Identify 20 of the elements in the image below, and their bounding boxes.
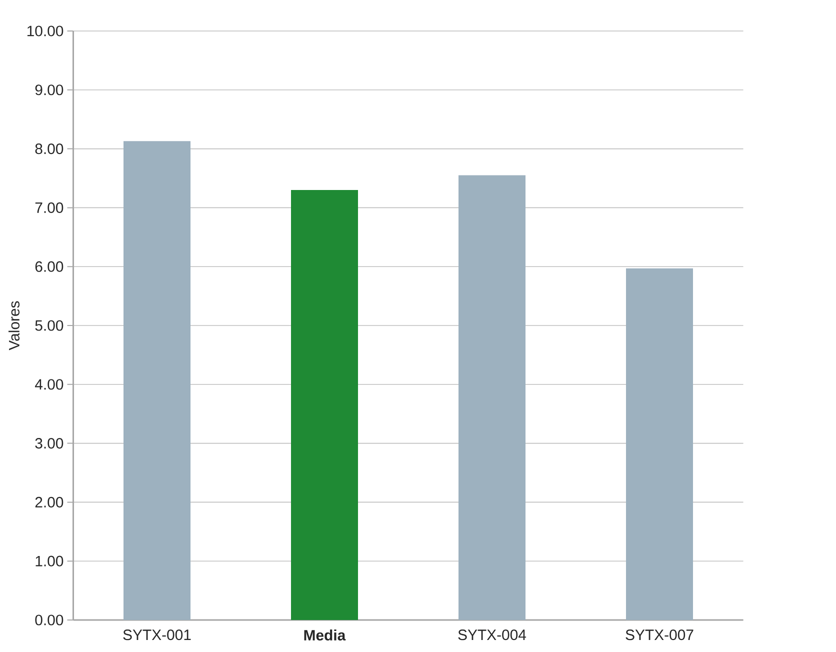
y-tick-label: 8.00 xyxy=(35,144,64,154)
y-tick-label: 1.00 xyxy=(36,556,64,566)
bar xyxy=(291,190,358,620)
y-tick-label: 10.00 xyxy=(27,26,64,36)
x-tick-label: SYTX-007 xyxy=(626,630,694,640)
y-tick-label: 5.00 xyxy=(35,320,64,331)
y-tick-label: 0.00 xyxy=(35,614,64,626)
bar xyxy=(124,141,190,620)
y-axis-title: Valores xyxy=(8,301,20,350)
bar xyxy=(626,268,694,620)
y-tick-label: 4.00 xyxy=(34,379,64,390)
y-tick-label: 7.00 xyxy=(35,202,64,213)
y-tick-label: 9.00 xyxy=(35,84,64,96)
x-tick-label: SYTX-004 xyxy=(458,630,526,640)
y-tick-label: 6.00 xyxy=(35,261,64,272)
bar xyxy=(458,175,526,620)
x-tick-label: SYTX-001 xyxy=(123,630,191,640)
y-tick-label: 2.00 xyxy=(35,496,64,508)
y-tick-label: 3.00 xyxy=(35,438,64,449)
x-tick-label: Media xyxy=(304,630,346,640)
